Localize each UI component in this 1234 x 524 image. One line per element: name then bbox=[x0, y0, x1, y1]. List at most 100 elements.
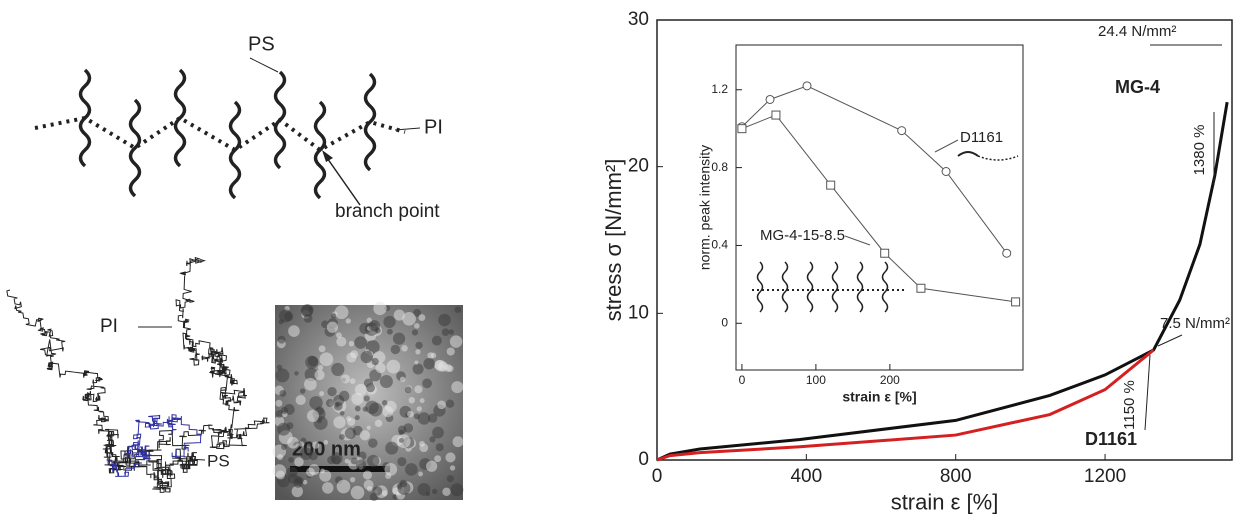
afm-grain bbox=[345, 318, 351, 324]
series-line bbox=[741, 85, 1008, 254]
y-tick-label: 10 bbox=[628, 302, 649, 323]
afm-grain bbox=[344, 427, 357, 440]
afm-grain bbox=[397, 457, 407, 467]
afm-grain bbox=[450, 483, 464, 497]
afm-grain bbox=[304, 367, 319, 382]
marker bbox=[916, 283, 926, 293]
marker bbox=[737, 124, 747, 134]
schematic: PS PI branch point 200 nm PI PS bbox=[6, 33, 464, 502]
afm-grain bbox=[323, 440, 329, 445]
series-label: MG-4-15-8.5 bbox=[760, 227, 845, 244]
chain-icon bbox=[881, 261, 889, 313]
marker bbox=[1002, 248, 1012, 258]
afm-grain bbox=[362, 470, 373, 480]
scale-bar bbox=[290, 466, 390, 472]
label: PS bbox=[248, 33, 275, 55]
afm-grain bbox=[445, 452, 456, 463]
afm-grain bbox=[333, 416, 346, 429]
marker bbox=[1011, 297, 1021, 307]
afm-grain bbox=[359, 430, 371, 441]
afm-grain bbox=[354, 383, 367, 396]
afm-grain bbox=[350, 485, 365, 500]
ps-arm bbox=[228, 100, 242, 200]
afm-grain bbox=[426, 460, 438, 472]
afm-grain bbox=[365, 340, 380, 354]
afm-grain bbox=[331, 313, 337, 319]
afm-grain bbox=[275, 399, 283, 407]
afm-grain bbox=[327, 455, 336, 465]
marker bbox=[826, 180, 836, 190]
afm-grain bbox=[437, 400, 446, 410]
afm-grain bbox=[407, 410, 414, 418]
afm-grain bbox=[396, 434, 411, 449]
series-line bbox=[741, 114, 1016, 303]
afm-grain bbox=[386, 328, 393, 335]
ps-arm bbox=[78, 68, 92, 168]
afm-grain bbox=[336, 479, 351, 494]
afm-grain bbox=[350, 457, 358, 465]
afm-grain bbox=[344, 458, 350, 464]
ps-arm bbox=[128, 98, 142, 198]
afm-grain bbox=[354, 405, 361, 412]
afm-grain bbox=[373, 301, 387, 316]
y-tick-label: 0.4 bbox=[711, 238, 728, 252]
afm-grain bbox=[384, 463, 398, 476]
afm-grain bbox=[404, 386, 412, 394]
series-label: D1161 bbox=[1085, 429, 1137, 449]
afm-grain bbox=[398, 438, 404, 443]
afm-grain bbox=[346, 352, 357, 363]
afm-grain bbox=[413, 413, 420, 420]
plot-frame bbox=[735, 44, 1024, 371]
ps-arm bbox=[273, 70, 287, 170]
afm-grain bbox=[419, 440, 425, 447]
afm-grain bbox=[320, 468, 325, 474]
afm-grain bbox=[303, 313, 313, 323]
chain-icon bbox=[831, 261, 839, 313]
marker bbox=[941, 166, 951, 176]
afm-grain bbox=[311, 441, 320, 449]
coil bbox=[119, 256, 270, 493]
afm-grain bbox=[327, 386, 337, 397]
afm-grain bbox=[319, 391, 325, 397]
afm-grain bbox=[307, 356, 319, 367]
afm-grain bbox=[309, 396, 323, 410]
afm-grain bbox=[275, 368, 290, 383]
afm-grain bbox=[448, 329, 455, 335]
afm-grain bbox=[346, 416, 352, 422]
leader bbox=[934, 139, 959, 153]
afm-grain bbox=[301, 304, 314, 317]
afm-grain bbox=[435, 443, 444, 452]
annotation: 1380 % bbox=[1191, 125, 1208, 176]
chain-icon bbox=[856, 261, 864, 313]
y-tick-label: 0 bbox=[721, 315, 728, 329]
afm-grain bbox=[413, 308, 422, 317]
x-tick-label: 400 bbox=[790, 466, 822, 487]
leader bbox=[844, 235, 871, 246]
afm-grain bbox=[339, 410, 345, 416]
x-axis-label: strain ε [%] bbox=[842, 388, 916, 404]
afm-grain bbox=[325, 399, 335, 408]
leader bbox=[249, 57, 279, 73]
afm-grain bbox=[417, 412, 431, 425]
afm-grain bbox=[367, 454, 380, 468]
afm-grain bbox=[281, 444, 287, 451]
leader bbox=[394, 127, 421, 131]
afm-grain bbox=[429, 436, 436, 443]
afm-grain bbox=[279, 389, 287, 397]
afm-grain bbox=[322, 482, 334, 494]
afm-grain bbox=[446, 347, 455, 356]
series-line bbox=[656, 101, 1229, 462]
label: PI bbox=[424, 116, 443, 138]
afm-grain bbox=[333, 401, 343, 411]
afm-grain bbox=[280, 406, 289, 415]
afm-grain bbox=[451, 381, 464, 394]
afm-grain bbox=[287, 436, 299, 449]
afm-grain bbox=[402, 311, 416, 326]
afm-grain bbox=[340, 374, 351, 384]
afm-grain bbox=[374, 419, 383, 428]
afm-grain bbox=[291, 485, 303, 498]
annotation: 1150 % bbox=[1121, 380, 1138, 430]
afm-grain bbox=[334, 305, 349, 320]
afm-grain bbox=[445, 399, 455, 408]
annotation: 7.5 N/mm² bbox=[1160, 315, 1230, 332]
